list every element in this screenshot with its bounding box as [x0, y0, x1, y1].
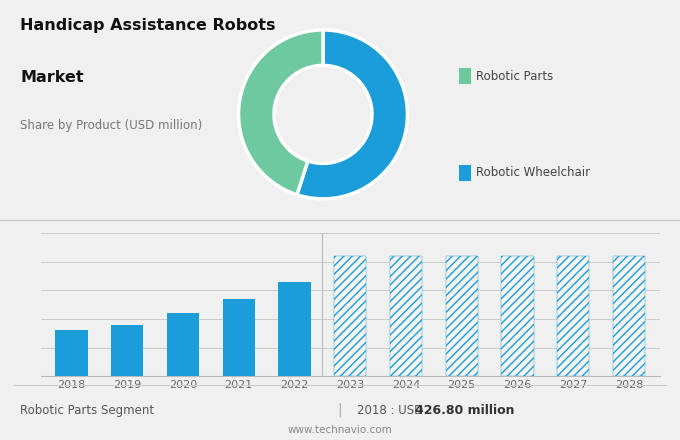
Text: Robotic Wheelchair: Robotic Wheelchair	[476, 166, 590, 180]
Bar	[390, 256, 422, 376]
Bar	[501, 256, 534, 376]
Bar	[167, 313, 199, 376]
Bar	[278, 282, 311, 376]
Text: Robotic Parts Segment: Robotic Parts Segment	[20, 403, 154, 417]
Bar	[334, 256, 367, 376]
Text: Handicap Assistance Robots: Handicap Assistance Robots	[20, 18, 276, 33]
Text: Share by Product (USD million): Share by Product (USD million)	[20, 119, 203, 132]
Bar	[445, 256, 478, 376]
Text: 2018 : USD: 2018 : USD	[357, 403, 427, 417]
Bar	[557, 256, 590, 376]
Bar	[613, 256, 645, 376]
Bar	[55, 330, 88, 376]
Wedge shape	[239, 30, 323, 195]
Text: www.technavio.com: www.technavio.com	[288, 425, 392, 435]
Bar	[111, 325, 143, 376]
Text: Market: Market	[20, 70, 84, 85]
Text: Robotic Parts: Robotic Parts	[476, 70, 554, 83]
Wedge shape	[297, 30, 407, 199]
Text: |: |	[338, 403, 342, 417]
Bar	[222, 299, 255, 376]
Text: 426.80 million: 426.80 million	[415, 403, 514, 417]
